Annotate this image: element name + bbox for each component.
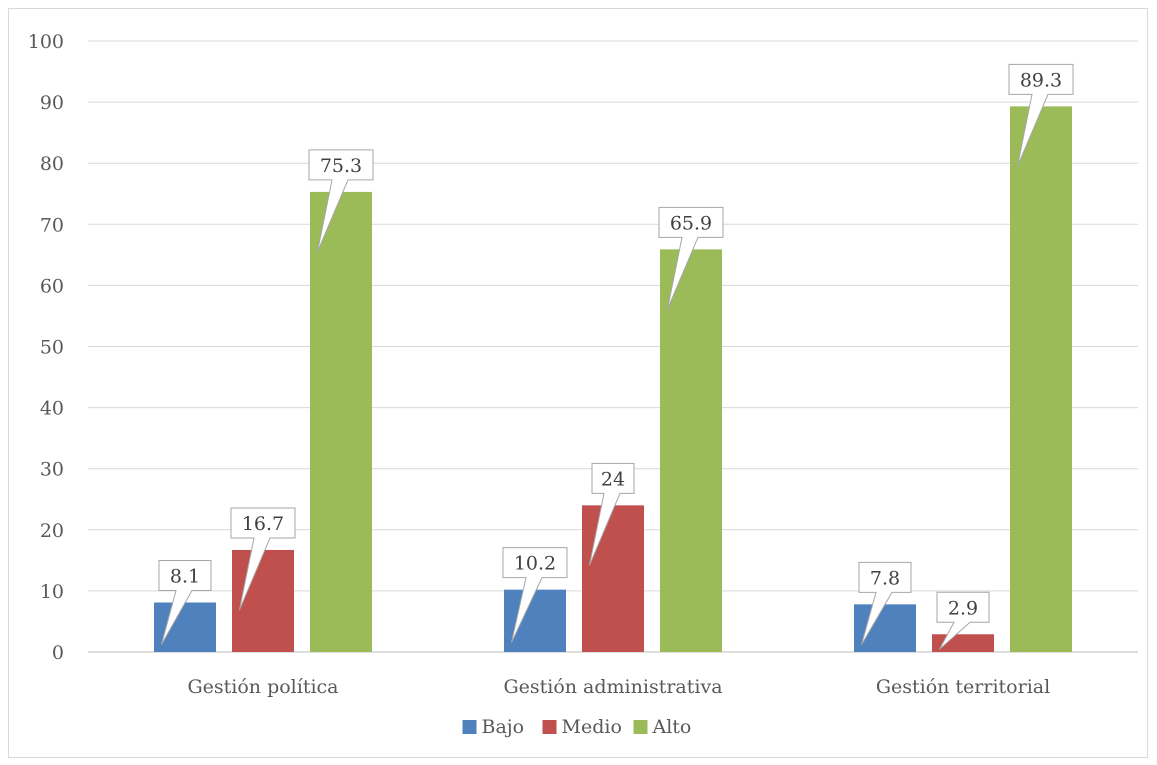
legend-label-bajo: Bajo — [482, 716, 525, 738]
data-label-callout — [308, 149, 374, 253]
data-label-callout — [1008, 63, 1074, 167]
y-tick-label: 20 — [40, 520, 64, 542]
bar-bajo — [854, 604, 916, 652]
data-label: 16.7 — [242, 513, 284, 535]
data-labels: 8.1 16.7 75.3 10.2 24 65.9 7.8 2.9 89.3 — [158, 63, 1074, 650]
bar-medio — [582, 505, 644, 652]
y-tick-label: 90 — [40, 92, 64, 114]
x-axis: Gestión política Gestión administrativa Ge… — [187, 676, 1050, 698]
legend-swatch-bajo — [462, 720, 477, 734]
y-tick-label: 70 — [40, 214, 64, 236]
bar-alto — [1010, 106, 1072, 652]
data-label: 8.1 — [170, 566, 200, 588]
data-label-callout — [936, 591, 990, 650]
legend-label-medio: Medio — [562, 716, 622, 738]
bar-alto — [660, 249, 722, 652]
data-label-callout — [230, 507, 296, 611]
data-label: 65.9 — [670, 212, 712, 234]
y-tick-label: 0 — [52, 642, 64, 664]
legend-swatch-alto — [633, 720, 648, 734]
legend-label-alto: Alto — [652, 716, 692, 738]
data-label: 10.2 — [514, 553, 556, 575]
data-label: 89.3 — [1020, 69, 1062, 91]
data-label-callout — [858, 561, 912, 646]
x-category-label: Gestión territorial — [876, 676, 1050, 698]
bar-medio — [932, 634, 994, 652]
y-tick-label: 30 — [40, 459, 64, 481]
y-tick-label: 100 — [28, 31, 64, 53]
legend: Bajo Medio Alto — [462, 716, 692, 738]
bar-alto — [310, 191, 372, 653]
data-label-callout — [502, 547, 568, 643]
data-label-callout — [588, 462, 635, 566]
y-tick-label: 60 — [40, 275, 64, 297]
y-axis: 0 10 20 30 40 50 60 70 80 90 100 — [28, 31, 64, 664]
data-label: 7.8 — [870, 567, 900, 589]
y-tick-label: 50 — [40, 337, 64, 359]
data-label: 75.3 — [320, 155, 362, 177]
bars — [154, 106, 1072, 653]
legend-swatch-medio — [542, 720, 557, 734]
data-label-callout — [658, 206, 724, 310]
y-tick-label: 80 — [40, 153, 64, 175]
data-label: 2.9 — [948, 597, 978, 619]
x-category-label: Gestión política — [187, 676, 338, 698]
data-label-callout — [158, 560, 212, 645]
y-tick-label: 10 — [40, 581, 64, 603]
bar-bajo — [154, 602, 216, 652]
x-category-label: Gestión administrativa — [503, 676, 722, 698]
bar-bajo — [504, 589, 566, 652]
data-label: 24 — [601, 468, 625, 490]
y-tick-label: 40 — [40, 398, 64, 420]
